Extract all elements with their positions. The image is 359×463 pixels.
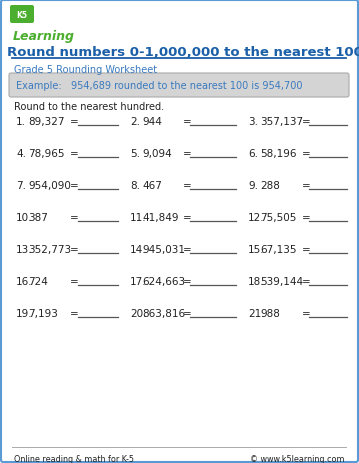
Text: 16.: 16. [16, 276, 33, 287]
Text: 18.: 18. [248, 276, 265, 287]
Text: 89,327: 89,327 [28, 117, 65, 127]
Text: =: = [302, 276, 311, 287]
Text: 67,135: 67,135 [260, 244, 297, 255]
Text: =: = [302, 244, 311, 255]
Text: 352,773: 352,773 [28, 244, 71, 255]
Text: 11.: 11. [130, 213, 146, 223]
Text: 9.: 9. [248, 181, 258, 191]
Text: 78,965: 78,965 [28, 149, 65, 159]
Text: Round numbers 0-1,000,000 to the nearest 100: Round numbers 0-1,000,000 to the nearest… [7, 45, 359, 58]
Text: 7.: 7. [16, 181, 26, 191]
Text: 988: 988 [260, 308, 280, 319]
Text: =: = [183, 213, 192, 223]
Text: =: = [302, 213, 311, 223]
Text: 41,849: 41,849 [142, 213, 178, 223]
Text: 954,090: 954,090 [28, 181, 71, 191]
Text: =: = [70, 149, 79, 159]
Text: 9,094: 9,094 [142, 149, 172, 159]
Text: 357,137: 357,137 [260, 117, 303, 127]
Text: =: = [70, 244, 79, 255]
Text: 4.: 4. [16, 149, 26, 159]
Text: 17.: 17. [130, 276, 146, 287]
Text: 624,663: 624,663 [142, 276, 185, 287]
Text: Grade 5 Rounding Worksheet: Grade 5 Rounding Worksheet [14, 65, 157, 75]
Text: =: = [183, 276, 192, 287]
Text: Online reading & math for K-5: Online reading & math for K-5 [14, 454, 134, 463]
Text: 19.: 19. [16, 308, 33, 319]
Text: 15.: 15. [248, 244, 265, 255]
FancyBboxPatch shape [10, 6, 34, 24]
Text: 14.: 14. [130, 244, 146, 255]
Text: 58,196: 58,196 [260, 149, 297, 159]
Text: =: = [302, 117, 311, 127]
Text: 539,144: 539,144 [260, 276, 303, 287]
Text: 863,816: 863,816 [142, 308, 185, 319]
Text: =: = [183, 244, 192, 255]
Text: 21.: 21. [248, 308, 265, 319]
Text: 3.: 3. [248, 117, 258, 127]
Text: =: = [302, 181, 311, 191]
Text: 20.: 20. [130, 308, 146, 319]
Text: 387: 387 [28, 213, 48, 223]
Text: 7,193: 7,193 [28, 308, 58, 319]
Text: 12.: 12. [248, 213, 265, 223]
Text: =: = [70, 276, 79, 287]
Text: 2.: 2. [130, 117, 140, 127]
Text: 945,031: 945,031 [142, 244, 185, 255]
Text: =: = [183, 308, 192, 319]
Text: =: = [70, 213, 79, 223]
Text: =: = [302, 308, 311, 319]
Text: Learning: Learning [13, 30, 75, 43]
Text: 288: 288 [260, 181, 280, 191]
Text: =: = [70, 308, 79, 319]
Text: 944: 944 [142, 117, 162, 127]
Text: =: = [183, 117, 192, 127]
Text: 8.: 8. [130, 181, 140, 191]
Text: Example:   954,689 rounded to the nearest 100 is 954,700: Example: 954,689 rounded to the nearest … [16, 81, 303, 91]
Text: 467: 467 [142, 181, 162, 191]
Text: 13.: 13. [16, 244, 33, 255]
Text: © www.k5learning.com: © www.k5learning.com [251, 454, 345, 463]
Text: =: = [183, 149, 192, 159]
Text: =: = [302, 149, 311, 159]
Text: 5.: 5. [130, 149, 140, 159]
Text: =: = [70, 117, 79, 127]
Text: Round to the nearest hundred.: Round to the nearest hundred. [14, 102, 164, 112]
Text: 75,505: 75,505 [260, 213, 297, 223]
Text: =: = [183, 181, 192, 191]
Text: 724: 724 [28, 276, 48, 287]
Text: 10.: 10. [16, 213, 33, 223]
Text: 6.: 6. [248, 149, 258, 159]
Text: =: = [70, 181, 79, 191]
Text: K5: K5 [17, 11, 28, 19]
FancyBboxPatch shape [9, 74, 349, 98]
Text: 1.: 1. [16, 117, 26, 127]
